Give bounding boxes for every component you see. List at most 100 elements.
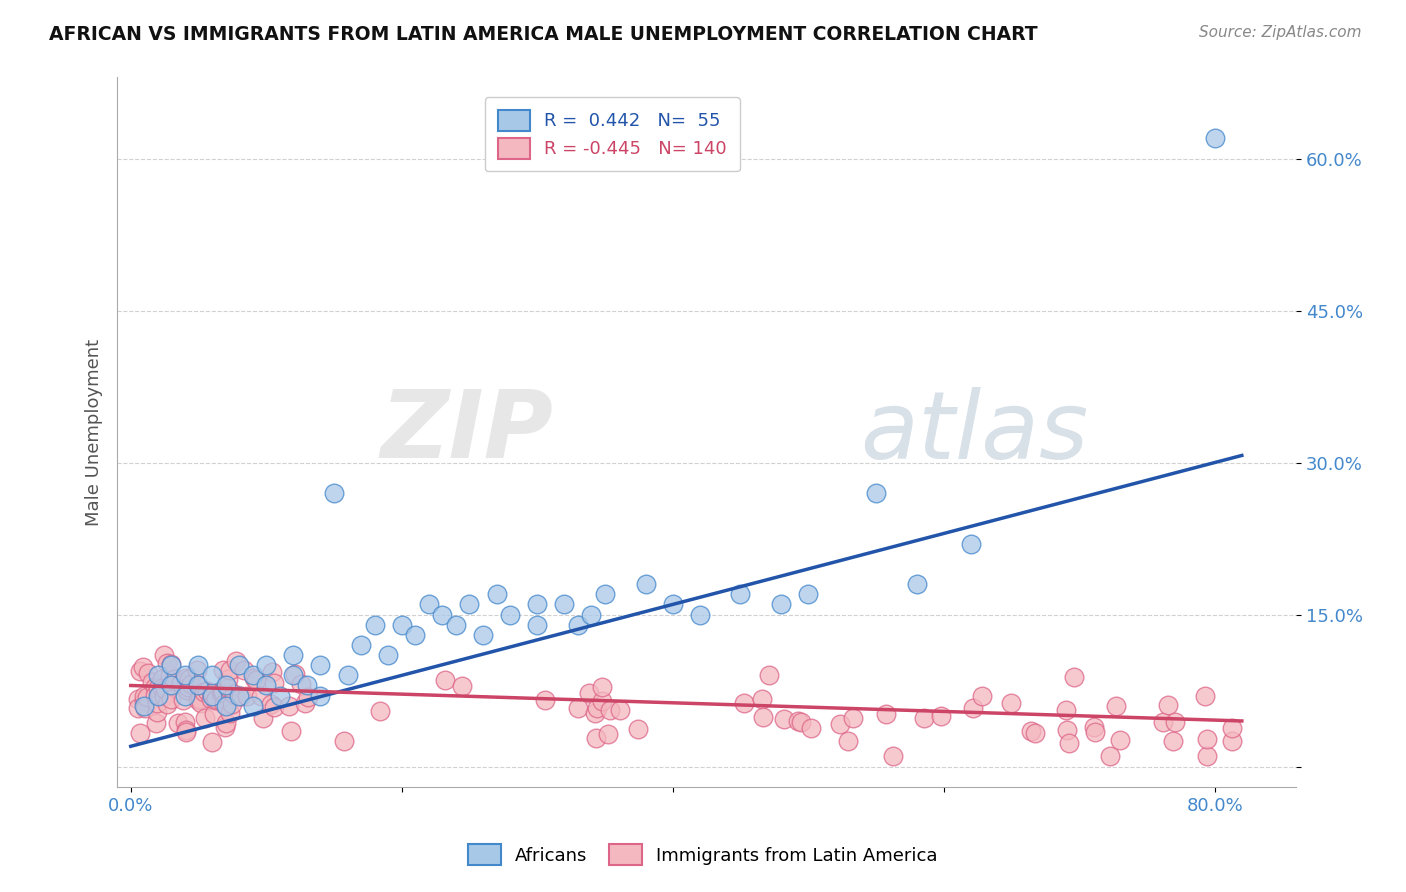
Text: Source: ZipAtlas.com: Source: ZipAtlas.com	[1198, 25, 1361, 40]
Point	[368, 704, 391, 718]
Point	[202, 707, 225, 722]
Point	[733, 696, 755, 710]
Text: AFRICAN VS IMMIGRANTS FROM LATIN AMERICA MALE UNEMPLOYMENT CORRELATION CHART: AFRICAN VS IMMIGRANTS FROM LATIN AMERICA…	[49, 25, 1038, 44]
Point	[1098, 749, 1121, 764]
Point	[214, 716, 236, 731]
Point	[758, 668, 780, 682]
Point	[190, 696, 212, 710]
Point	[174, 671, 197, 685]
Point	[404, 628, 426, 642]
Point	[153, 689, 176, 703]
Point	[163, 672, 186, 686]
Point	[160, 657, 183, 671]
Point	[661, 598, 683, 612]
Point	[485, 587, 508, 601]
Point	[132, 694, 155, 708]
Point	[186, 664, 208, 678]
Point	[200, 692, 222, 706]
Point	[170, 675, 193, 690]
Point	[263, 700, 285, 714]
Point	[194, 710, 217, 724]
Point	[201, 668, 224, 682]
Point	[205, 692, 228, 706]
Point	[583, 706, 606, 720]
Point	[553, 598, 575, 612]
Point	[634, 577, 657, 591]
Point	[156, 656, 179, 670]
Point	[212, 697, 235, 711]
Point	[323, 486, 346, 500]
Point	[1164, 714, 1187, 729]
Point	[959, 536, 981, 550]
Point	[127, 701, 149, 715]
Point	[309, 689, 332, 703]
Point	[153, 648, 176, 662]
Point	[336, 668, 359, 682]
Point	[250, 689, 273, 703]
Point	[526, 617, 548, 632]
Point	[567, 617, 589, 632]
Point	[283, 666, 305, 681]
Point	[211, 664, 233, 678]
Point	[444, 617, 467, 632]
Point	[593, 587, 616, 601]
Point	[174, 689, 197, 703]
Point	[159, 667, 181, 681]
Point	[499, 607, 522, 622]
Point	[190, 691, 212, 706]
Point	[609, 703, 631, 717]
Point	[145, 705, 167, 719]
Point	[225, 654, 247, 668]
Point	[432, 607, 454, 622]
Point	[174, 723, 197, 737]
Point	[155, 682, 177, 697]
Point	[294, 696, 316, 710]
Point	[176, 683, 198, 698]
Point	[254, 678, 277, 692]
Text: ZIP: ZIP	[381, 386, 554, 478]
Point	[212, 685, 235, 699]
Point	[156, 698, 179, 712]
Point	[627, 722, 650, 736]
Point	[145, 715, 167, 730]
Point	[1105, 698, 1128, 713]
Point	[1152, 715, 1174, 730]
Point	[146, 689, 169, 703]
Text: atlas: atlas	[860, 386, 1088, 477]
Point	[882, 749, 904, 764]
Point	[458, 598, 481, 612]
Point	[391, 617, 413, 632]
Point	[187, 693, 209, 707]
Point	[534, 693, 557, 707]
Point	[309, 658, 332, 673]
Point	[211, 685, 233, 699]
Point	[221, 697, 243, 711]
Point	[787, 714, 810, 729]
Point	[962, 701, 984, 715]
Point	[143, 688, 166, 702]
Point	[245, 673, 267, 688]
Point	[295, 678, 318, 692]
Point	[201, 735, 224, 749]
Point	[1084, 725, 1107, 739]
Point	[1056, 723, 1078, 738]
Point	[260, 665, 283, 680]
Point	[773, 712, 796, 726]
Point	[751, 691, 773, 706]
Point	[259, 697, 281, 711]
Point	[233, 663, 256, 677]
Point	[283, 668, 305, 682]
Point	[599, 703, 621, 717]
Point	[581, 607, 603, 622]
Point	[214, 698, 236, 713]
Point	[166, 716, 188, 731]
Point	[1157, 698, 1180, 712]
Point	[290, 677, 312, 691]
Point	[837, 733, 859, 747]
Point	[905, 577, 928, 591]
Legend: R =  0.442   N=  55, R = -0.445   N= 140: R = 0.442 N= 55, R = -0.445 N= 140	[485, 97, 740, 171]
Point	[451, 680, 474, 694]
Point	[1057, 735, 1080, 749]
Point	[174, 668, 197, 682]
Point	[193, 685, 215, 699]
